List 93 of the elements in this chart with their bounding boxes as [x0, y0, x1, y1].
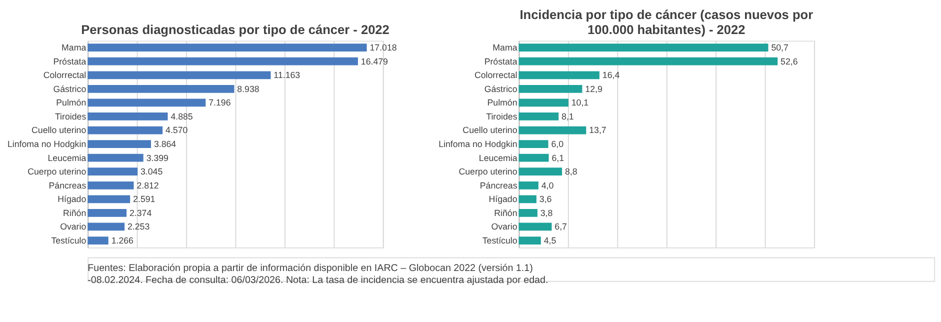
bar	[88, 181, 134, 190]
y-tick-label: Leucemia	[48, 152, 86, 163]
y-tick-label: Testículo	[51, 235, 86, 246]
bar	[88, 154, 144, 162]
bar	[88, 222, 125, 231]
y-tick-label: Colorrectal	[43, 70, 86, 80]
bar	[518, 140, 548, 148]
data-label: 4.570	[166, 125, 188, 136]
y-tick-label: Mama	[492, 42, 518, 53]
y-tick-label: Páncreas	[48, 180, 87, 190]
bar	[88, 209, 127, 217]
y-tick-label: Cuello uterino	[462, 125, 518, 136]
data-label: 8,1	[562, 111, 574, 122]
source-note: Fuentes: Elaboración propia a partir de información disponible en IARC – Globocan 2022 (versión 1.1) -08.02.2024. Fecha de consulta: 06/03/2026. Nota: La tasa de incidencia se encuentra ajustada por edad.	[88, 263, 548, 286]
y-tick-label: Linfoma no Hodgkin	[7, 139, 86, 149]
data-label: 3.399	[146, 152, 169, 163]
data-label: 12,9	[585, 84, 602, 94]
data-label: 16.479	[360, 56, 388, 66]
y-tick-label: Ovario	[491, 222, 518, 232]
bar	[518, 112, 559, 120]
data-label: 6,7	[554, 222, 568, 232]
y-tick-label: Próstata	[53, 56, 86, 66]
y-tick-label: Leucemia	[478, 152, 518, 163]
data-label: 1.266	[111, 235, 134, 246]
y-tick-label: Pulmón	[487, 98, 518, 108]
chart-title: Personas diagnosticadas por tipo de cáncer - 2022	[81, 22, 390, 37]
data-label: 50,7	[771, 42, 788, 53]
data-label: 8,8	[564, 166, 578, 177]
y-tick-label: Tiroides	[486, 111, 518, 122]
data-label: 4,0	[541, 180, 554, 190]
bar	[518, 154, 549, 162]
y-tick-label: Tiroides	[54, 111, 87, 122]
bar	[518, 44, 768, 52]
y-tick-label: Cuerpo uterino	[28, 166, 86, 177]
bar	[518, 168, 562, 176]
y-tick-label: Testículo	[482, 235, 518, 246]
bar	[88, 112, 168, 120]
bar	[518, 236, 541, 244]
data-label: 2.591	[133, 194, 156, 204]
bar	[88, 126, 163, 134]
data-label: 11.163	[274, 70, 300, 80]
y-tick-label: Páncreas	[480, 180, 518, 190]
data-label: 3.864	[154, 139, 176, 149]
bar	[518, 84, 582, 93]
bar	[88, 195, 130, 204]
bar	[518, 209, 538, 217]
y-tick-label: Próstata	[484, 56, 518, 66]
bar	[518, 181, 538, 190]
bar	[88, 168, 138, 176]
y-tick-label: Cuerpo uterino	[458, 166, 518, 177]
y-tick-label: Mama	[62, 42, 86, 53]
y-tick-label: Cuello uterino	[32, 125, 86, 136]
data-label: 17.018	[370, 42, 397, 53]
bar	[88, 57, 358, 66]
data-label: 6,0	[551, 139, 564, 149]
data-label: 7.196	[208, 98, 231, 108]
data-label: 2.253	[128, 222, 150, 232]
y-tick-label: Hígado	[488, 194, 518, 204]
data-label: 8.938	[237, 84, 260, 94]
y-tick-label: Pulmón	[56, 98, 86, 108]
data-label: 16,4	[602, 70, 620, 80]
bar	[88, 84, 234, 93]
y-tick-label: Riñón	[63, 208, 86, 218]
data-label: 2.812	[136, 180, 159, 190]
data-label: 2.374	[130, 208, 152, 218]
bar	[88, 44, 367, 52]
y-tick-label: Ovario	[60, 222, 86, 232]
chart-title: Incidencia por tipo de cáncer (casos nuevos por 100.000 habitantes) - 2022	[520, 7, 814, 37]
bar	[518, 98, 568, 107]
bar	[518, 222, 552, 231]
bar	[88, 98, 206, 107]
y-tick-label: Hígado	[58, 194, 86, 204]
bar	[88, 140, 151, 148]
bar	[518, 71, 600, 80]
y-tick-label: Colorrectal	[474, 70, 518, 80]
data-label: 13,7	[589, 125, 606, 136]
data-label: 3,8	[540, 208, 553, 218]
data-label: 4,5	[544, 235, 556, 246]
bar	[88, 71, 271, 80]
data-label: 6,1	[552, 152, 564, 163]
data-label: 3,6	[539, 194, 552, 204]
bar	[518, 126, 586, 134]
data-label: 52,6	[780, 56, 798, 66]
data-label: 10,1	[571, 98, 589, 108]
y-tick-label: Gástrico	[53, 84, 86, 94]
bar	[88, 236, 108, 244]
y-tick-label: Riñón	[494, 208, 518, 218]
data-label: 4.885	[170, 111, 193, 122]
y-tick-label: Linfoma no Hodgkin	[438, 139, 518, 149]
y-tick-label: Gástrico	[484, 84, 518, 94]
data-label: 3.045	[140, 166, 163, 177]
bar	[518, 195, 536, 204]
bar	[518, 57, 778, 66]
